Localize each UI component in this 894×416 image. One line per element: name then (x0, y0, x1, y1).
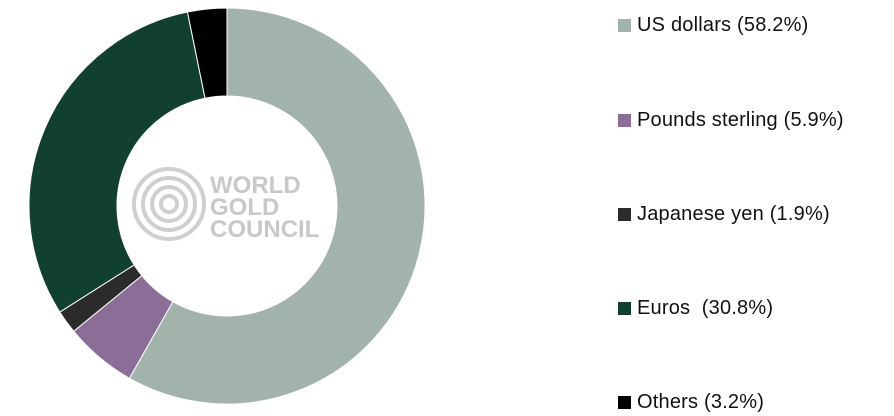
legend-item-us-dollars: US dollars (58.2%) (618, 14, 808, 37)
legend-swatch-others (618, 396, 631, 409)
legend-item-others: Others (3.2%) (618, 391, 764, 414)
legend-swatch-japanese-yen (618, 208, 631, 221)
donut-chart: WORLD GOLD COUNCIL (28, 7, 426, 405)
world-gold-council-watermark: WORLD GOLD COUNCIL (132, 167, 319, 243)
legend-label-others: Others (3.2%) (637, 391, 765, 413)
legend-label-japanese-yen: Japanese yen (1.9%) (637, 203, 830, 225)
legend-swatch-pounds-sterling (618, 114, 631, 127)
donut-slices (28, 7, 426, 405)
slice-others (186, 7, 228, 99)
chart-legend: US dollars (58.2%) Pounds sterling (5.9%… (618, 0, 894, 416)
watermark-line-2: GOLD (210, 194, 279, 221)
legend-swatch-euros (618, 302, 631, 315)
legend-label-euros: Euros (30.8%) (637, 297, 774, 319)
legend-label-us-dollars: US dollars (58.2%) (637, 14, 809, 36)
watermark-line-3: COUNCIL (210, 216, 319, 243)
legend-swatch-us-dollars (618, 19, 631, 32)
slice-us-dollars (128, 7, 426, 405)
legend-label-pounds-sterling: Pounds sterling (5.9%) (637, 109, 844, 131)
legend-item-japanese-yen: Japanese yen (1.9%) (618, 203, 830, 226)
legend-item-pounds-sterling: Pounds sterling (5.9%) (618, 109, 844, 132)
watermark-line-1: WORLD (210, 172, 301, 199)
slice-euros (28, 11, 206, 313)
legend-item-euros: Euros (30.8%) (618, 297, 773, 320)
